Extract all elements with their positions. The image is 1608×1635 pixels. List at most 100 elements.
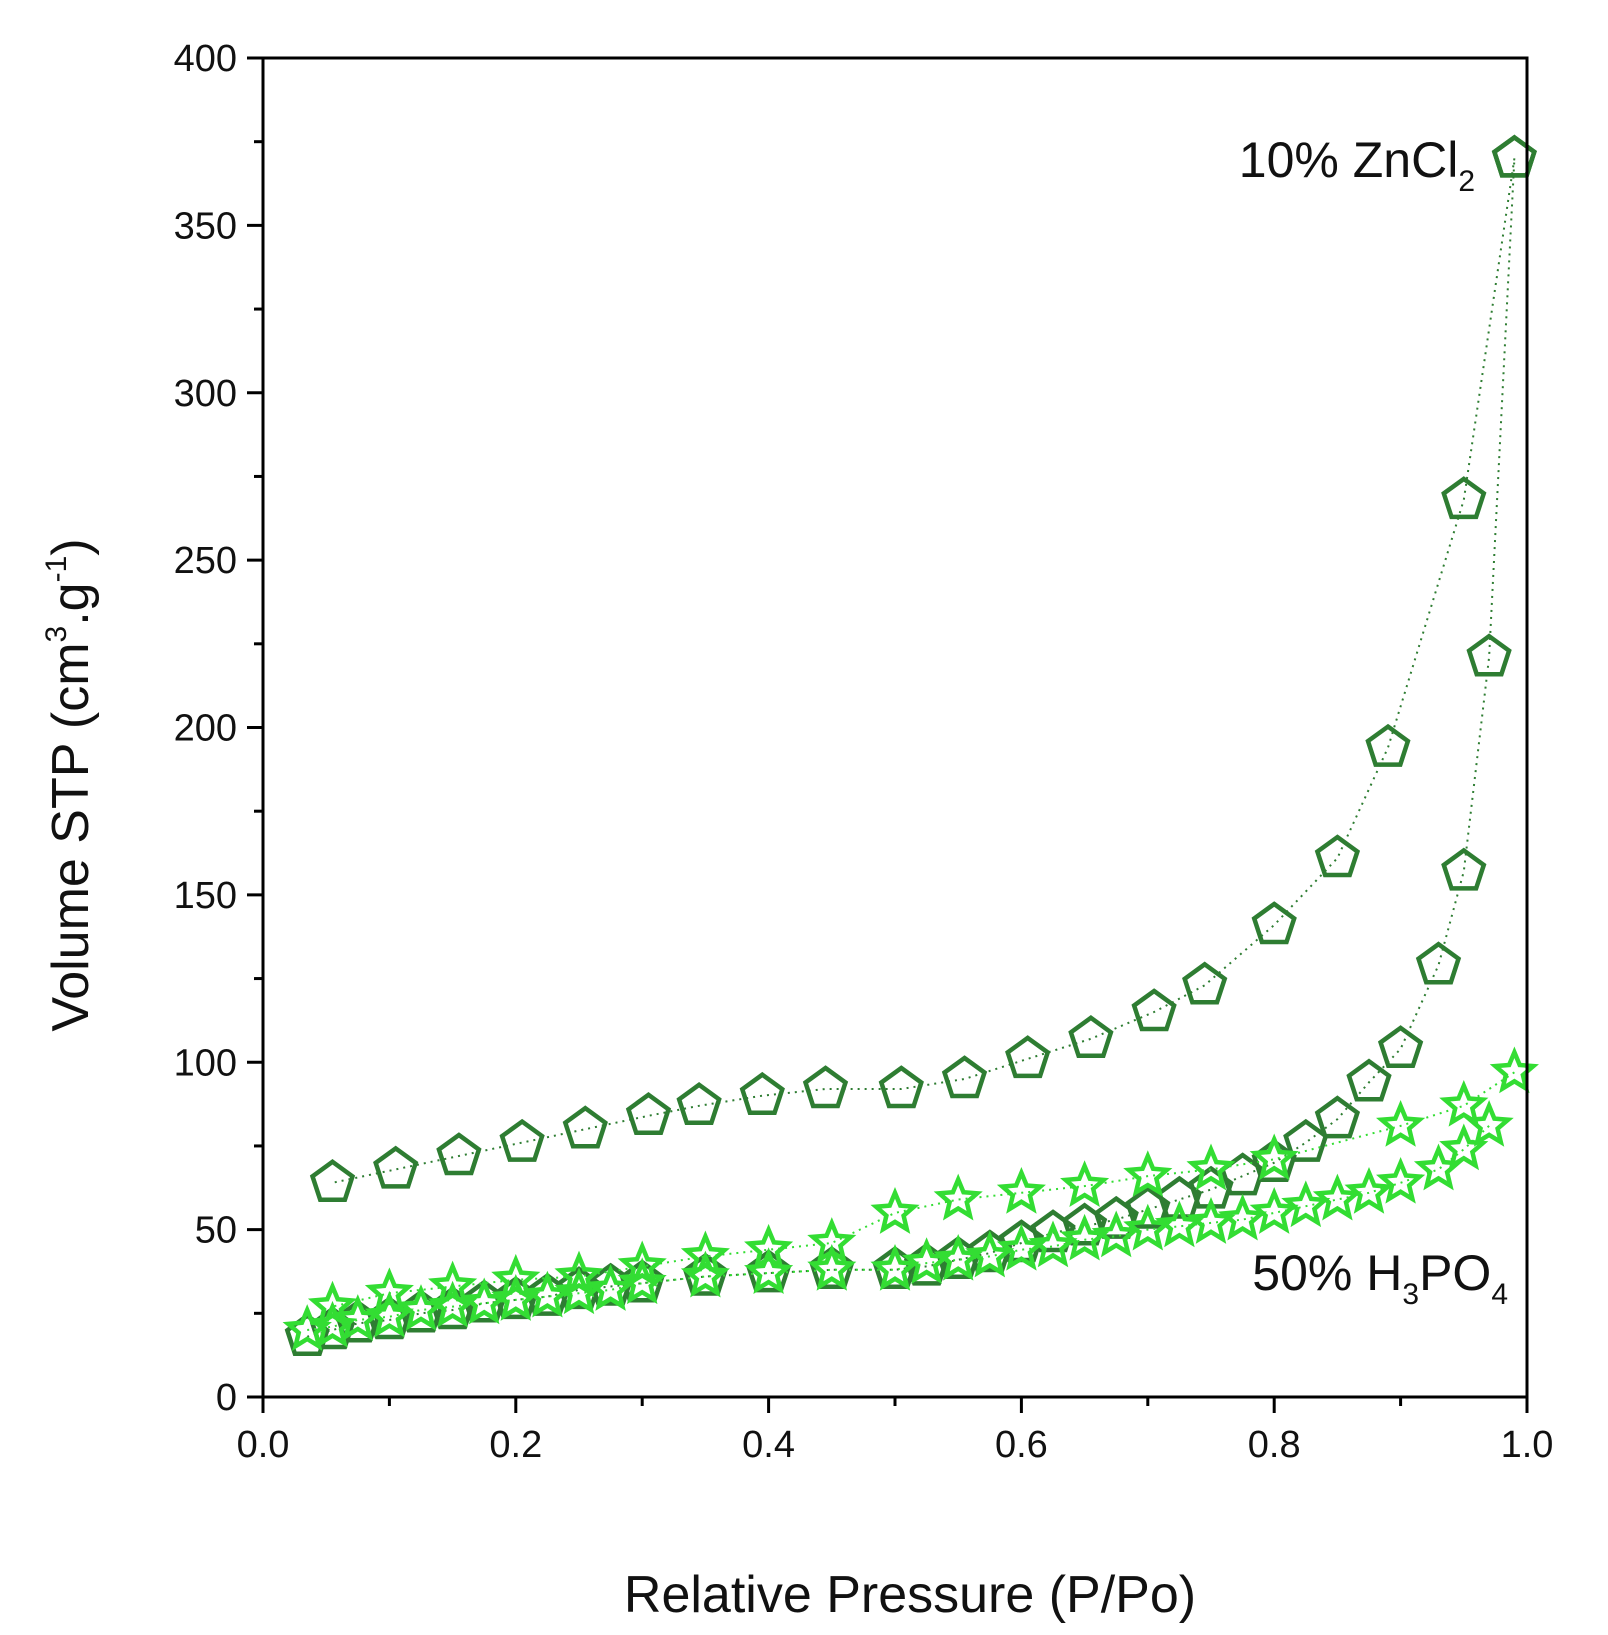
data-point (1182, 961, 1228, 1005)
data-point (1093, 1195, 1139, 1239)
annotation-zncl2-base: 10% ZnCl (1239, 132, 1459, 188)
data-point (878, 1065, 924, 1109)
data-point (744, 1247, 794, 1295)
data-point (1314, 834, 1361, 878)
data-point (1028, 1220, 1078, 1268)
data-point (491, 1253, 541, 1301)
annotation-h3po4-base: 50% H (1252, 1245, 1402, 1301)
series-1 (309, 134, 1537, 1202)
data-point (586, 1264, 636, 1311)
data-point (809, 1246, 855, 1290)
data-point (1186, 1143, 1236, 1191)
data-point (617, 1257, 667, 1305)
data-point (1376, 1156, 1426, 1204)
data-point (1441, 847, 1487, 891)
y-tick-label: 50 (195, 1210, 237, 1252)
data-point (307, 1280, 358, 1328)
y-tick-label: 250 (174, 540, 237, 582)
data-point (1005, 1035, 1051, 1079)
data-point (1030, 1209, 1076, 1253)
data-point (1218, 1193, 1268, 1241)
data-point (436, 1132, 482, 1176)
data-point (556, 1266, 602, 1310)
x-tick-label: 1.0 (1501, 1424, 1554, 1466)
data-point (364, 1290, 414, 1338)
data-point (499, 1118, 545, 1162)
data-point (1441, 476, 1487, 520)
data-point (1415, 941, 1462, 985)
data-point (428, 1260, 478, 1308)
x-axis-title: Relative Pressure (P/Po) (624, 1566, 1196, 1624)
data-point (373, 1145, 419, 1189)
data-point (965, 1230, 1015, 1278)
data-point (619, 1259, 665, 1303)
data-point (745, 1249, 792, 1293)
x-tick-label: 0.0 (237, 1424, 290, 1466)
data-point (870, 1243, 920, 1291)
data-point (1376, 1100, 1426, 1147)
data-point (802, 1065, 849, 1109)
data-point (744, 1223, 794, 1271)
annotation-zncl2-sub: 2 (1458, 165, 1475, 198)
y-axis-title-end: ) (42, 538, 100, 555)
x-tick-label: 0.6 (995, 1424, 1048, 1466)
annotation-h3po4-sub: 3 (1402, 1278, 1419, 1311)
y-axis-title-base: Volume STP (cm (42, 642, 100, 1031)
data-point (1344, 1166, 1394, 1214)
data-point (1251, 901, 1297, 945)
y-tick-label: 200 (174, 708, 237, 750)
axes-layer: 0.0 0.2 0.4 0.6 0.8 1.0 0 50 100 150 200 250 300 350 4… (174, 38, 1554, 1466)
series-2 (282, 1100, 1514, 1351)
data-point (1123, 1150, 1173, 1197)
data-point (562, 1105, 608, 1149)
data-point (625, 1092, 672, 1136)
series-3 (307, 1046, 1539, 1328)
data-point (739, 1071, 785, 1115)
data-point (617, 1240, 667, 1288)
data-point (1491, 134, 1537, 178)
data-point (1249, 1187, 1299, 1234)
data-point (364, 1267, 414, 1315)
data-point (1156, 1175, 1203, 1219)
y-tick-label: 300 (174, 373, 237, 415)
y-axis-title-sup1: 3 (40, 626, 73, 643)
annotation-zncl2: 10% ZnCl2 (1239, 132, 1475, 198)
data-point (680, 1230, 730, 1278)
data-point (807, 1217, 857, 1264)
data-point (680, 1250, 730, 1298)
data-point (870, 1187, 920, 1234)
data-point (1439, 1079, 1489, 1127)
data-point (1060, 1160, 1110, 1208)
data-point (933, 1173, 983, 1221)
annotation-h3po4-mid: PO (1419, 1245, 1491, 1301)
data-point (1068, 1015, 1114, 1059)
annotation-h3po4: 50% H3PO4 (1252, 1245, 1508, 1311)
x-tick-label: 0.8 (1248, 1424, 1301, 1466)
data-point (1346, 1058, 1392, 1102)
data-point (682, 1252, 729, 1296)
y-tick-label: 350 (174, 205, 237, 247)
data-point (1466, 633, 1512, 677)
y-axis-title: Volume STP (cm3.g-1) (40, 538, 100, 1031)
data-point (1281, 1180, 1331, 1228)
data-point (1314, 1095, 1361, 1139)
data-point (1377, 1025, 1424, 1069)
data-point (1131, 988, 1177, 1032)
series-layer (282, 134, 1539, 1356)
data-point (676, 1082, 722, 1126)
data-point (1061, 1202, 1108, 1246)
data-point (996, 1166, 1046, 1214)
data-point (309, 1159, 356, 1202)
y-tick-label: 400 (174, 38, 237, 80)
data-point (1249, 1133, 1299, 1181)
x-tick-label: 0.2 (489, 1424, 542, 1466)
data-point (1312, 1173, 1362, 1221)
y-tick-label: 150 (174, 875, 237, 917)
y-axis-title-mid: .g (42, 582, 100, 625)
data-point (1489, 1046, 1539, 1094)
data-point (554, 1250, 604, 1298)
y-axis-title-sup2: -1 (40, 556, 73, 583)
data-point (1091, 1210, 1141, 1258)
data-point (1365, 723, 1411, 767)
